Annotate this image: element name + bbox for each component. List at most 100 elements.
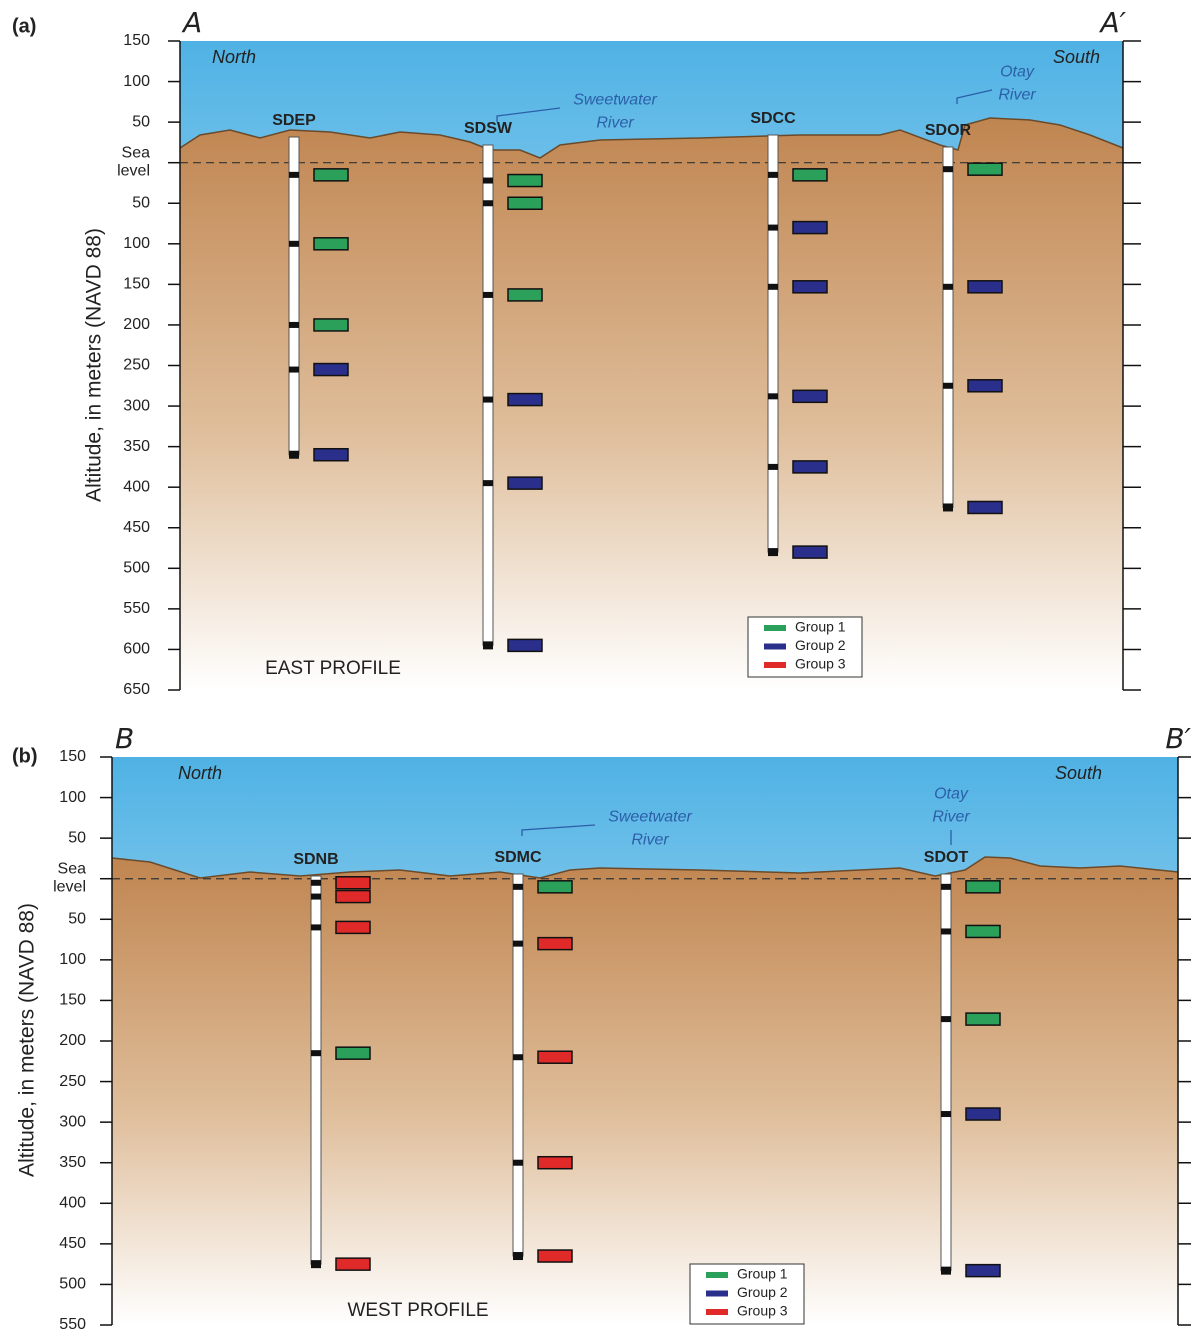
y-tick-label: 350 bbox=[59, 1154, 86, 1171]
legend-swatch bbox=[764, 662, 786, 668]
screen bbox=[966, 1265, 1000, 1277]
section-end: A′ bbox=[1098, 6, 1126, 39]
screen-tick bbox=[289, 367, 299, 373]
well-name: SDEP bbox=[272, 112, 316, 129]
screen-tick bbox=[941, 1111, 951, 1117]
y-tick-label: 400 bbox=[59, 1195, 86, 1212]
screen bbox=[793, 390, 827, 402]
screen bbox=[966, 925, 1000, 937]
screen-tick bbox=[768, 549, 778, 555]
y-tick-label: 350 bbox=[123, 438, 150, 455]
screen-tick bbox=[289, 172, 299, 178]
section-end: B′ bbox=[1165, 722, 1191, 755]
screen bbox=[508, 394, 542, 406]
y-tick-label: 450 bbox=[123, 519, 150, 536]
y-tick-label: 100 bbox=[59, 789, 86, 806]
screen-tick bbox=[513, 1160, 523, 1166]
south-label: South bbox=[1053, 47, 1100, 67]
well-name: SDOT bbox=[924, 849, 969, 866]
well bbox=[513, 874, 523, 1256]
well bbox=[768, 135, 778, 552]
screen bbox=[508, 289, 542, 301]
screen bbox=[968, 380, 1002, 392]
section-start: B bbox=[115, 722, 134, 755]
screen-tick bbox=[768, 225, 778, 231]
screen bbox=[793, 546, 827, 558]
legend-label: Group 2 bbox=[737, 1284, 788, 1300]
screen-tick bbox=[311, 1261, 321, 1267]
y-tick-label: 500 bbox=[123, 560, 150, 577]
screen-tick bbox=[941, 1016, 951, 1022]
legend-label: Group 1 bbox=[795, 619, 846, 635]
y-tick-label: 50 bbox=[68, 829, 86, 846]
screen bbox=[968, 163, 1002, 175]
screen-tick bbox=[483, 292, 493, 298]
screen bbox=[966, 1108, 1000, 1120]
legend-label: Group 1 bbox=[737, 1266, 788, 1282]
y-tick-label: 50 bbox=[68, 911, 86, 928]
y-tick-label: 650 bbox=[123, 681, 150, 698]
y-tick-label: 100 bbox=[59, 951, 86, 968]
well-name: SDCC bbox=[750, 110, 796, 127]
screen-tick bbox=[289, 322, 299, 328]
screen bbox=[966, 1013, 1000, 1025]
legend-label: Group 3 bbox=[737, 1303, 788, 1319]
y-tick-label: 600 bbox=[123, 641, 150, 658]
screen bbox=[538, 881, 572, 893]
screen-tick bbox=[768, 464, 778, 470]
screen-tick bbox=[483, 178, 493, 184]
screen bbox=[538, 1051, 572, 1063]
well bbox=[311, 876, 321, 1264]
profile-label: WEST PROFILE bbox=[347, 1300, 488, 1321]
screen bbox=[314, 449, 348, 461]
screen-tick bbox=[513, 884, 523, 890]
screen-tick bbox=[943, 383, 953, 389]
north-label: North bbox=[178, 763, 222, 783]
screen-tick bbox=[289, 241, 299, 247]
legend-swatch bbox=[706, 1272, 728, 1278]
screen bbox=[336, 921, 370, 933]
legend-swatch bbox=[706, 1309, 728, 1315]
screen-tick bbox=[943, 284, 953, 290]
screen bbox=[508, 477, 542, 489]
screen-tick bbox=[311, 1050, 321, 1056]
screen-tick bbox=[513, 941, 523, 947]
legend-label: Group 2 bbox=[795, 637, 846, 653]
y-tick-label: 150 bbox=[123, 276, 150, 293]
screen bbox=[538, 1250, 572, 1262]
y-tick-label: 550 bbox=[123, 600, 150, 617]
well-name: SDMC bbox=[494, 849, 542, 866]
screen-tick bbox=[311, 894, 321, 900]
y-tick-label: 200 bbox=[123, 316, 150, 333]
y-tick-label: 300 bbox=[59, 1113, 86, 1130]
screen-tick bbox=[941, 928, 951, 934]
earth bbox=[180, 118, 1123, 690]
y-tick-label: 250 bbox=[123, 357, 150, 374]
screen bbox=[314, 169, 348, 181]
y-tick-label: 300 bbox=[123, 397, 150, 414]
y-tick-label: 550 bbox=[59, 1316, 86, 1331]
screen bbox=[966, 881, 1000, 893]
y-axis-label: Altitude, in meters (NAVD 88) bbox=[83, 228, 106, 502]
screen-tick bbox=[483, 642, 493, 648]
y-tick-label: 250 bbox=[59, 1073, 86, 1090]
screen-tick bbox=[311, 924, 321, 930]
screen bbox=[508, 639, 542, 651]
y-tick-label: 400 bbox=[123, 478, 150, 495]
screen bbox=[538, 1157, 572, 1169]
screen bbox=[336, 1047, 370, 1059]
screen bbox=[793, 222, 827, 234]
screen bbox=[336, 1258, 370, 1270]
y-tick-label: 150 bbox=[123, 32, 150, 49]
screen bbox=[793, 169, 827, 181]
screen-tick bbox=[768, 172, 778, 178]
legend-swatch bbox=[764, 625, 786, 631]
legend-swatch bbox=[706, 1291, 728, 1297]
y-tick-label: 100 bbox=[123, 73, 150, 90]
well-name: SDNB bbox=[293, 851, 338, 868]
screen bbox=[508, 197, 542, 209]
y-tick-label: 500 bbox=[59, 1276, 86, 1293]
panel-label: (a) bbox=[12, 15, 36, 37]
screen-tick bbox=[513, 1253, 523, 1259]
